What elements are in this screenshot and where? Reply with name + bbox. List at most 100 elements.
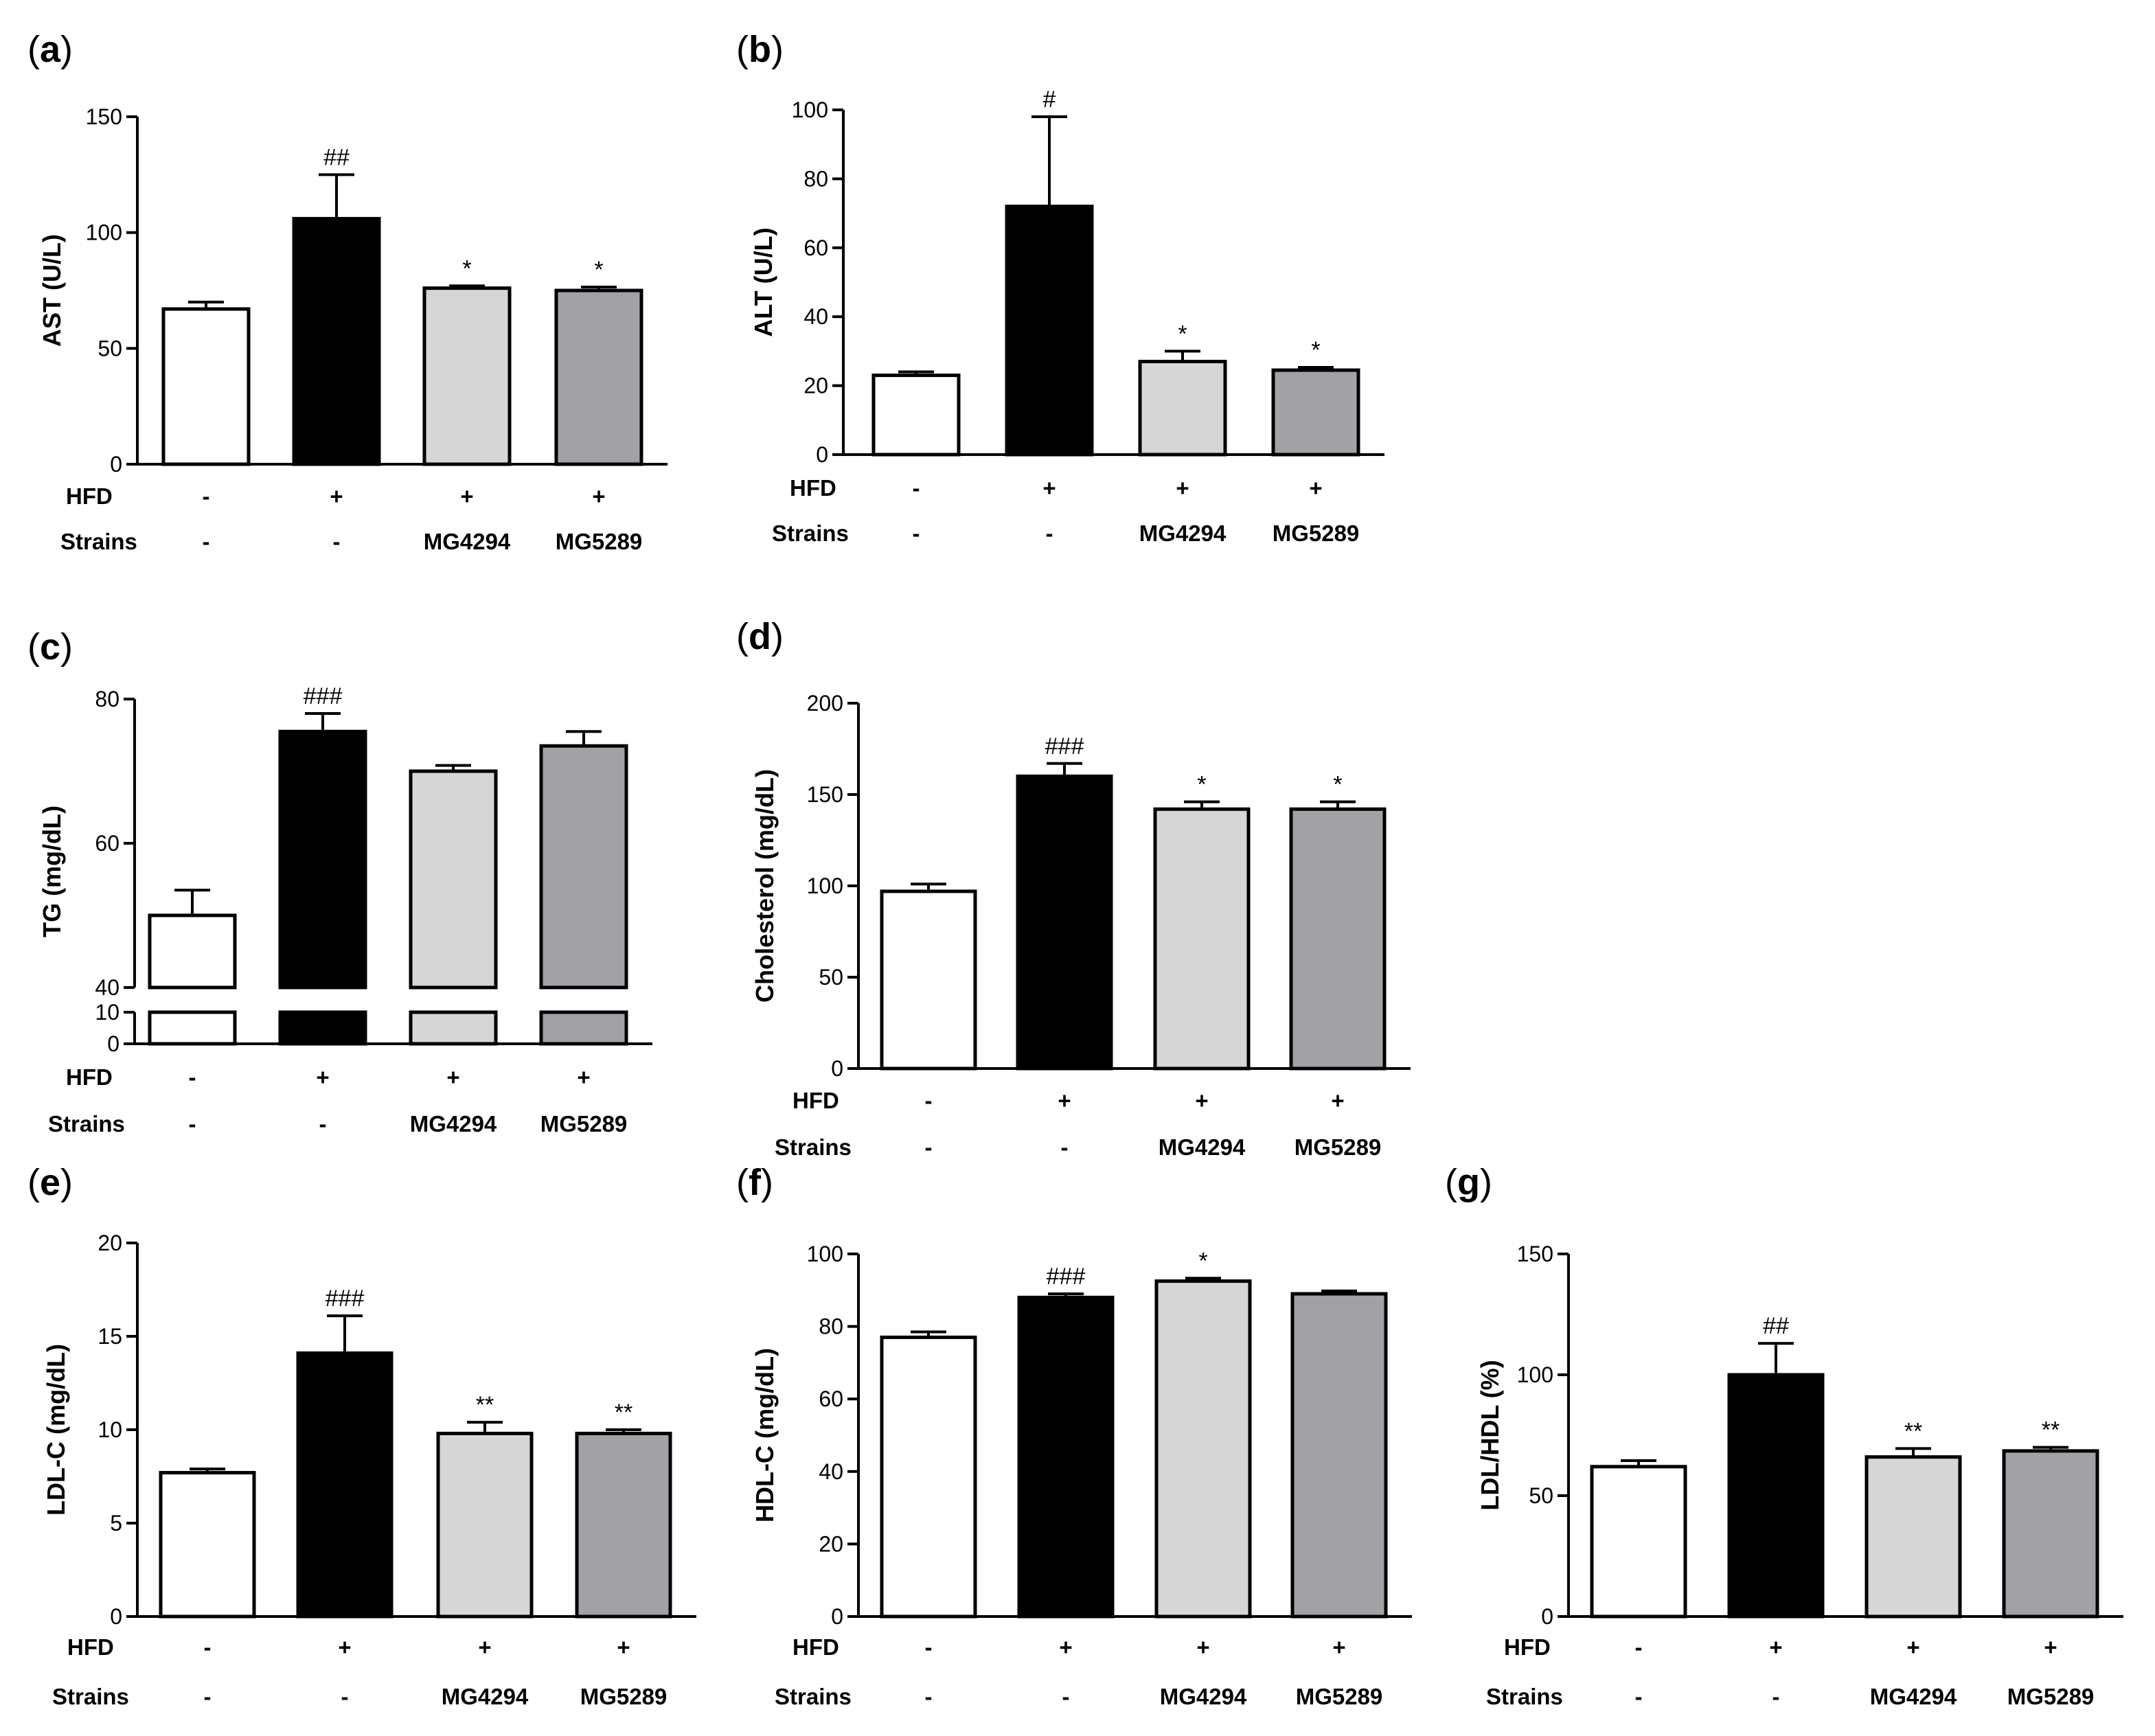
panel-g: (g) 0 50 100 150 LDL/HDL (%) - - ## + - ** + MG4294 **…: [1445, 1162, 2123, 1709]
bar-HFD: [278, 729, 367, 990]
bar-control: [871, 374, 961, 457]
significance-marker: **: [2042, 1417, 2060, 1443]
hfd-value: +: [1059, 1634, 1072, 1660]
hfd-value: -: [925, 1634, 933, 1660]
significance-marker: *: [1178, 321, 1187, 347]
significance-marker: ##: [1763, 1313, 1789, 1339]
bar-control: [1590, 1465, 1687, 1619]
y-tick-label: 50: [98, 336, 122, 361]
axis-break-gap: [408, 990, 499, 1010]
bar-control: [880, 1335, 977, 1619]
y-tick-label: 0: [1541, 1604, 1553, 1629]
strains-value: MG4294: [1139, 521, 1227, 546]
y-tick-label: 0: [831, 1056, 843, 1081]
y-tick-label: 20: [98, 1231, 122, 1255]
y-tick-label: 0: [110, 1604, 122, 1629]
hfd-value: +: [1042, 475, 1056, 501]
panel-letter: (g): [1445, 1162, 1492, 1203]
panel-letter: (f): [736, 1162, 773, 1203]
strains-value: -: [925, 1134, 933, 1160]
hfd-value: +: [316, 1064, 329, 1090]
hfd-value: +: [1196, 1634, 1209, 1660]
bar-HFD+MG5289: [1271, 368, 1360, 457]
strains-value: MG5289: [2007, 1684, 2095, 1709]
hfd-value: +: [1058, 1088, 1071, 1113]
y-tick-label: 40: [803, 304, 828, 329]
bar-HFD+MG5289: [1290, 1292, 1388, 1619]
significance-marker: *: [1311, 337, 1320, 363]
bar-HFD: [292, 216, 381, 466]
y-tick-label-lower: 10: [95, 1000, 119, 1025]
hfd-value: +: [338, 1634, 351, 1660]
y-axis-title: ALT (U/L): [749, 227, 777, 336]
hfd-value: +: [1176, 475, 1189, 501]
bar-HFD+MG4294: [1153, 807, 1251, 1071]
strains-value: -: [1062, 1684, 1070, 1709]
bar-HFD: [1016, 774, 1113, 1071]
hfd-value: +: [460, 483, 473, 509]
y-tick-label: 0: [816, 442, 828, 467]
panel-letter: (b): [736, 29, 784, 70]
bar-HFD+MG5289: [554, 288, 643, 466]
y-tick-label: 5: [110, 1511, 122, 1535]
strains-row-label: Strains: [1486, 1684, 1563, 1709]
y-tick-label: 100: [1517, 1362, 1553, 1387]
y-tick-label: 100: [807, 1242, 843, 1266]
y-tick-label: 80: [95, 687, 119, 711]
y-tick-label: 20: [819, 1531, 843, 1556]
y-axis-title: LDL-C (mg/dL): [42, 1344, 70, 1516]
hfd-value: +: [1309, 475, 1322, 501]
hfd-value: +: [1906, 1634, 1919, 1660]
strains-value: MG4294: [424, 529, 511, 554]
bar-HFD+MG5289: [575, 1431, 672, 1619]
panel-letter: (a): [27, 29, 73, 70]
y-tick-label: 200: [807, 691, 843, 716]
bar-lower-control: [148, 1010, 237, 1046]
strains-value: -: [203, 529, 210, 554]
hfd-value: +: [1769, 1634, 1782, 1660]
y-tick-label: 150: [807, 782, 843, 807]
panel-a: (a) 0 50 100 150 AST (U/L) - - ## + - * + MG4294 * + MG5…: [27, 29, 668, 554]
hfd-value: +: [592, 483, 605, 509]
hfd-value: +: [478, 1634, 491, 1660]
panel-letter: (e): [27, 1162, 73, 1203]
strains-value: -: [1772, 1684, 1780, 1709]
y-tick-label: 100: [792, 98, 828, 122]
bar-control: [159, 1471, 256, 1619]
axis-break-gap: [147, 990, 238, 1010]
axis-break-gap: [277, 990, 368, 1010]
panel-letter: (c): [27, 626, 73, 667]
y-tick-label: 20: [803, 374, 828, 398]
bar-lower-HFD: [278, 1010, 367, 1046]
strains-value: MG5289: [580, 1684, 668, 1709]
hfd-row-label: HFD: [793, 1088, 839, 1113]
significance-marker: *: [1198, 1248, 1207, 1274]
bar-HFD: [1005, 205, 1094, 457]
bar-lower-HFD+MG5289: [539, 1010, 628, 1046]
hfd-row-label: HFD: [790, 475, 836, 501]
strains-value: MG4294: [442, 1684, 529, 1709]
strains-value: -: [204, 1684, 212, 1709]
bar-HFD: [1017, 1295, 1115, 1619]
significance-marker: **: [615, 1400, 632, 1426]
bar-HFD+MG4294: [1138, 359, 1227, 457]
panel-d: (d) 0 50 100 150 200 Cholesterol (mg/dL) - - ### +…: [736, 616, 1411, 1160]
bar-HFD+MG4294: [1154, 1279, 1252, 1619]
hfd-value: +: [1195, 1088, 1208, 1113]
y-tick-label: 100: [86, 220, 122, 245]
y-tick-label: 100: [807, 873, 843, 898]
hfd-row-label: HFD: [66, 1064, 113, 1090]
significance-marker: ###: [326, 1286, 365, 1312]
y-tick-label: 150: [1517, 1242, 1553, 1266]
y-tick-label: 150: [86, 104, 122, 129]
y-tick-label: 80: [819, 1314, 843, 1339]
significance-marker: *: [1333, 772, 1342, 798]
y-tick-label: 40: [819, 1459, 843, 1484]
hfd-value: -: [925, 1088, 933, 1113]
y-axis-title: TG (mg/dL): [38, 806, 66, 937]
hfd-value: +: [330, 483, 343, 509]
strains-value: -: [925, 1684, 933, 1709]
significance-marker: ###: [304, 683, 343, 709]
y-axis-title: Cholesterol (mg/dL): [751, 769, 779, 1003]
